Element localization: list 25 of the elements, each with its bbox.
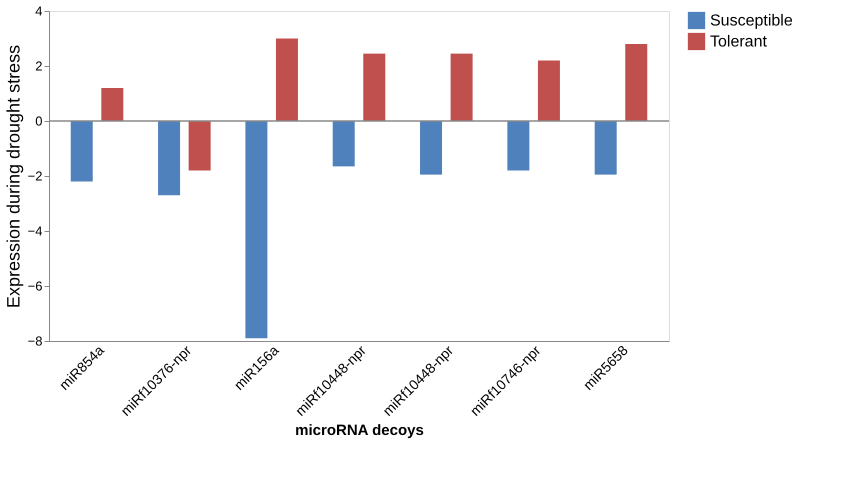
y-tick-label: 2 (35, 58, 42, 74)
y-axis-title: Expression during drought stress (4, 44, 24, 308)
y-tick-label: −4 (28, 224, 42, 238)
bar (332, 121, 355, 166)
bar (363, 54, 386, 121)
y-tick-label: 4 (35, 4, 42, 18)
y-tick-label: −2 (28, 168, 42, 184)
bar (450, 54, 473, 121)
bar (245, 121, 268, 338)
x-axis-title: microRNA decoys (295, 422, 424, 439)
bar (70, 121, 93, 182)
y-tick-label: −6 (28, 278, 42, 294)
legend-label: Tolerant (710, 34, 768, 50)
bar (101, 88, 124, 121)
bar (507, 121, 530, 170)
y-tick-label: 0 (35, 114, 42, 128)
bar (188, 121, 211, 170)
bar (276, 38, 298, 121)
bar (420, 121, 442, 175)
y-tick-label: −8 (28, 334, 42, 348)
bar (625, 44, 648, 121)
legend-label: Susceptible (710, 12, 793, 30)
bar (158, 121, 180, 196)
bar (594, 121, 617, 175)
bar (538, 60, 560, 121)
